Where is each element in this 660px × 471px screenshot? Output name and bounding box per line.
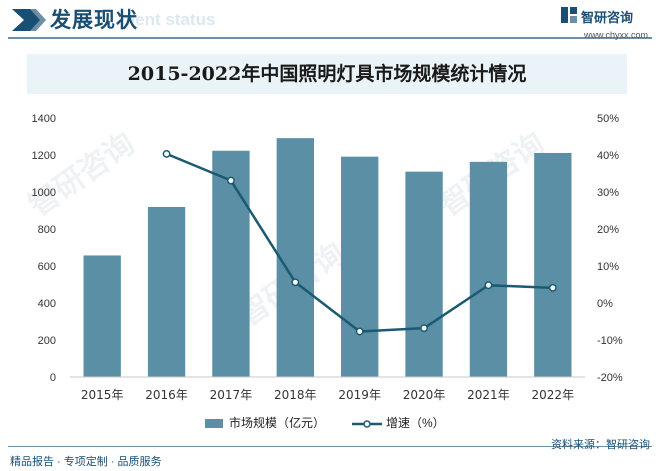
y-left-tick-label: 200 [38,335,56,347]
chart-title: 2015-2022年中国照明灯具市场规模统计情况 [127,63,527,85]
bar-2019年 [341,156,379,377]
footer-source: 资料来源：智研咨询 [551,439,650,451]
page-footer: 精品报告 · 专项定制 · 品质服务 资料来源：智研咨询 [0,439,660,471]
growth-point-2019年 [355,327,364,336]
legend-line-label: 增速（%） [386,416,445,430]
y-right-tick-label: 0% [597,298,613,310]
x-tick-label: 2021年 [467,388,510,402]
legend-item-line: 增速（%） [352,414,445,431]
y-right-tick-label: -20% [597,372,623,384]
brand-logo-icon [561,7,577,23]
x-tick-label: 2018年 [274,388,317,402]
growth-point-2022年 [548,283,557,292]
y-right-tick-label: -10% [597,335,623,347]
legend-bar-label: 市场规模（亿元） [229,416,326,430]
x-tick-label: 2015年 [81,388,124,402]
footer-slogan: 精品报告 · 专项定制 · 品质服务 [10,456,162,468]
y-left-tick-label: 800 [38,224,56,236]
bar-2021年 [469,161,508,377]
y-right-tick-label: 10% [597,261,619,273]
section-title: 发展现状 [50,8,138,32]
growth-point-2018年 [291,278,300,287]
y-left-tick-label: 1000 [32,187,56,199]
brand-url: www.chyxx.com [584,30,649,40]
y-right-tick-label: 30% [597,187,619,199]
y-left-tick-label: 1400 [32,113,56,125]
y-left-tick-label: 0 [50,372,56,384]
legend-item-bar: 市场规模（亿元） [205,414,325,431]
bar-2015年 [83,255,121,377]
bar-2018年 [276,138,314,377]
brand-name: 智研咨询 [581,11,634,26]
page-header: ment status 发展现状 智研咨询 www.chyxx.com [0,0,660,44]
x-tick-label: 2016年 [145,388,188,402]
y-left-tick-label: 1200 [32,150,56,162]
bar-2020年 [405,171,443,377]
bar-2017年 [212,150,250,377]
x-tick-label: 2017年 [210,388,253,402]
growth-point-2017年 [226,176,235,185]
footer-divider [8,446,652,447]
bar-2022年 [534,152,572,377]
y-right-tick-label: 40% [597,150,619,162]
legend-line-swatch [352,420,382,428]
section-tag-icon [12,9,46,31]
bar-2016年 [147,206,186,377]
x-tick-label: 2022年 [532,388,575,402]
x-tick-label: 2019年 [338,388,381,402]
growth-point-2020年 [420,324,429,333]
section-subtitle: ment status [120,10,216,29]
growth-point-2021年 [484,281,493,290]
y-right-tick-label: 20% [597,224,619,236]
x-tick-label: 2020年 [403,388,446,402]
header-divider [8,37,652,39]
y-right-tick-label: 50% [597,113,619,125]
chart-title-band: 2015-2022年中国照明灯具市场规模统计情况 [27,54,627,94]
chart-legend: 市场规模（亿元） 增速（%） [0,414,660,432]
y-left-tick-label: 600 [38,261,56,273]
legend-bar-swatch [205,419,223,429]
growth-point-2016年 [162,149,171,158]
y-left-tick-label: 400 [38,298,56,310]
chart: 0 200 400 600 800 1000 1200 1400 -20% -10% 0% 10% 20… [32,113,623,402]
